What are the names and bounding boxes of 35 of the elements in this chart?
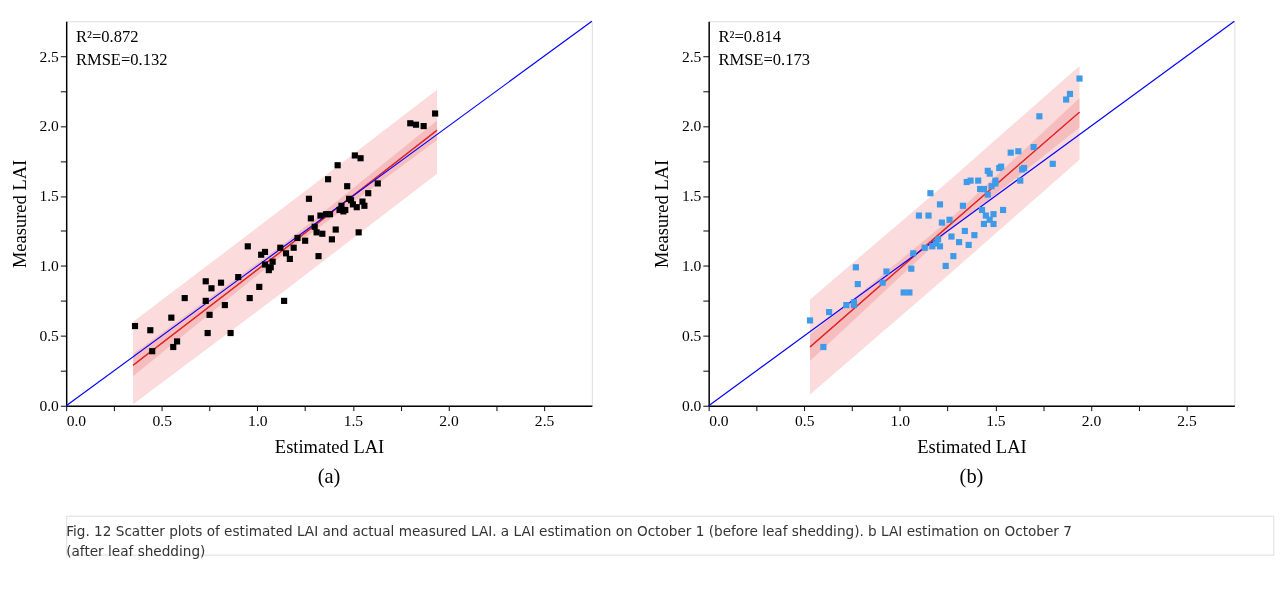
y-tick-label: 0.0 <box>39 397 60 415</box>
y-tick-label: 0.5 <box>39 327 60 345</box>
text: (b) <box>959 464 984 488</box>
annotation: RMSE=0.173 <box>718 50 810 70</box>
x-tick-label: 1.0 <box>248 411 268 429</box>
y-tick-label: 0.5 <box>681 327 702 345</box>
x-tick-label: 0.5 <box>795 411 815 429</box>
x-tick-label: 2.0 <box>439 411 459 429</box>
x-axis-title: Estimated LAI <box>917 436 1027 457</box>
x-tick-label: 2.5 <box>534 411 555 429</box>
y-tick-label: 2.0 <box>681 117 702 135</box>
y-tick-label: 1.0 <box>39 257 60 275</box>
x-tick-label: 0.5 <box>152 411 173 429</box>
annotation: R²=0.814 <box>718 26 781 46</box>
x-tick-label: 0.0 <box>66 411 87 429</box>
annotation: R²=0.872 <box>75 26 139 46</box>
y-tick-label: 0.0 <box>681 397 702 415</box>
x-tick-label: 1.0 <box>890 411 911 429</box>
x-tick-label: 1.5 <box>986 411 1006 429</box>
text: (a) <box>317 464 341 488</box>
y-tick-label: 2.5 <box>681 47 702 65</box>
x-tick-label: 2.0 <box>1081 411 1102 429</box>
x-tick-label: 1.5 <box>343 411 364 429</box>
x-tick-label: 0.0 <box>709 411 729 429</box>
y-tick-label: 2.0 <box>39 117 60 135</box>
y-tick-label: 1.5 <box>39 187 60 205</box>
x-axis-title: Estimated LAI <box>274 436 385 457</box>
y-axis-title: Measured LAI <box>652 159 673 269</box>
caption: Fig. 12 Scatter plots of estimated LAI and actual measured LAI. a LAI estimation on October 1 (before leaf shedding). b LAI estimation on October 7 (after leaf shedding) <box>66 523 1072 559</box>
x-tick-label: 2.5 <box>1177 411 1197 429</box>
y-tick-label: 1.5 <box>681 187 702 205</box>
y-tick-label: 1.0 <box>681 257 702 275</box>
annotation: RMSE=0.132 <box>75 50 168 70</box>
y-axis-title: Measured LAI <box>9 159 30 269</box>
y-tick-label: 2.5 <box>39 47 60 65</box>
